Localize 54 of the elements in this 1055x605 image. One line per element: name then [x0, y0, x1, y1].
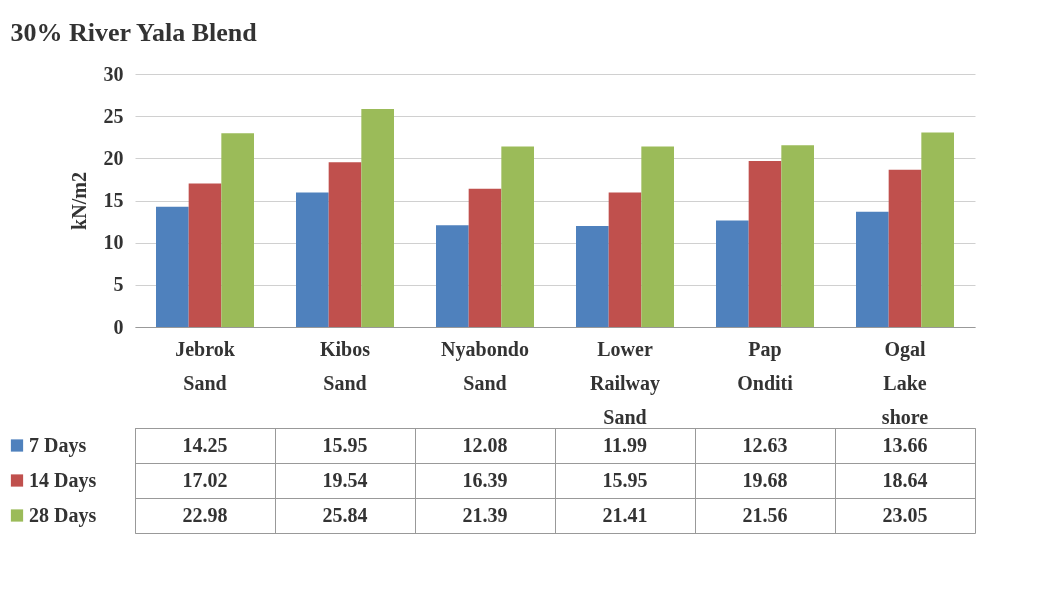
data-label: 21.39 [462, 503, 508, 526]
bar [641, 146, 674, 327]
legend-label: 7 Days [29, 433, 87, 457]
data-label: 12.63 [742, 433, 788, 456]
data-label: 23.05 [882, 503, 928, 526]
x-tick-label: Pap Onditi [737, 337, 794, 394]
bar [888, 169, 922, 327]
bar [468, 188, 502, 327]
data-label: 22.98 [182, 503, 228, 526]
x-tick-label: Lower Railway Sand [590, 337, 660, 428]
y-tick-label: 15 [103, 189, 124, 211]
data-label: 13.66 [882, 433, 928, 456]
y-tick-label: 5 [113, 273, 124, 296]
bar [716, 220, 749, 327]
x-tick-label: Ogal Lake shore [881, 337, 929, 428]
data-label: 12.08 [462, 433, 508, 456]
y-tick-label: 30 [103, 62, 124, 85]
bar [576, 225, 609, 327]
data-label: 14.25 [182, 433, 228, 456]
data-label: 19.54 [322, 468, 368, 491]
x-tick-label: Jebrok Sand [175, 337, 236, 394]
bar [221, 133, 254, 327]
data-label: 21.41 [602, 503, 648, 526]
x-tick-label: Nyabondo Sand [441, 337, 529, 394]
bar [156, 206, 189, 327]
x-tick-label: Kibos Sand [319, 337, 371, 394]
data-label: 19.68 [742, 468, 788, 491]
bar [296, 192, 329, 327]
bar [921, 132, 954, 327]
bar [501, 146, 534, 327]
bar [361, 109, 394, 327]
y-tick-label: 20 [103, 146, 124, 169]
bar [608, 192, 642, 327]
data-label: 18.64 [882, 468, 928, 491]
y-axis-title: kN/m2 [67, 172, 90, 230]
data-label: 11.99 [603, 433, 647, 456]
legend-label: 14 Days [29, 468, 97, 492]
legend-label: 28 Days [29, 503, 97, 527]
y-tick-label: 0 [113, 315, 124, 338]
data-label: 25.84 [322, 503, 368, 526]
data-label: 16.39 [462, 468, 508, 491]
bar [781, 145, 814, 327]
data-label: 21.56 [742, 503, 788, 526]
y-tick-label: 25 [103, 104, 124, 127]
data-label: 17.02 [182, 468, 228, 491]
bar [328, 162, 362, 327]
y-tick-label: 10 [103, 231, 124, 254]
bar [188, 183, 222, 327]
data-label: 15.95 [322, 433, 368, 456]
data-label: 15.95 [602, 468, 648, 491]
bar [856, 211, 889, 327]
bar [748, 161, 782, 327]
chart-title: 30% River Yala Blend [10, 18, 258, 47]
bar [436, 225, 469, 327]
